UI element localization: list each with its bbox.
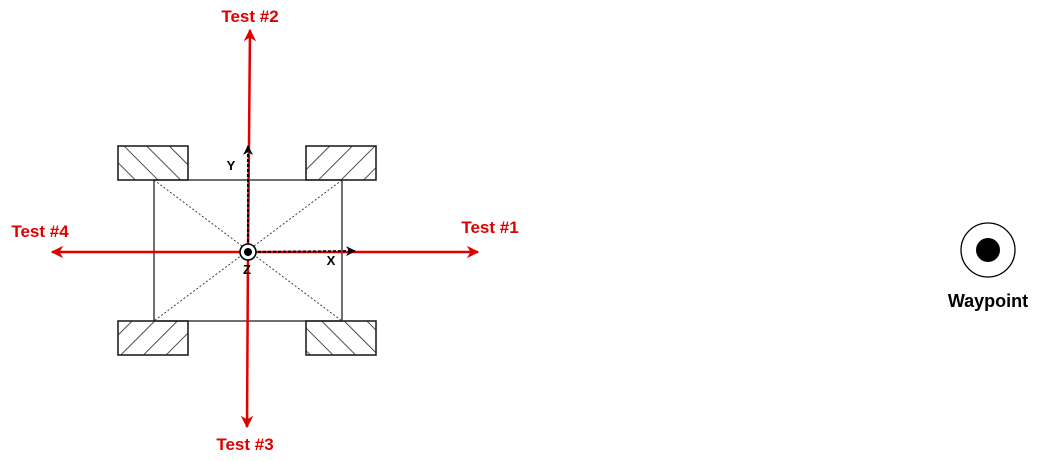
test-2-label: Test #2: [221, 7, 278, 26]
wheel-rear-right: [305, 320, 377, 356]
test-2-arrow: [243, 28, 257, 253]
x-axis-arrow: [247, 246, 356, 257]
coordinate-frame: [239, 145, 356, 261]
wheel-front-left: [117, 145, 189, 181]
wheel-front-right: [305, 145, 377, 181]
y-axis-label: Y: [227, 158, 236, 173]
wheel-rear-left: [117, 320, 189, 356]
z-axis-origin-dot: [244, 248, 252, 256]
test-1-label: Test #1: [461, 218, 518, 237]
test-arrows: [50, 28, 480, 429]
test-3-arrow: [240, 251, 254, 429]
waypoint-center-dot: [976, 238, 1000, 262]
waypoint-marker: [960, 222, 1016, 278]
waypoint-label: Waypoint: [948, 291, 1028, 311]
x-axis-label: X: [327, 253, 336, 268]
test-4-label: Test #4: [11, 222, 69, 241]
robot-chassis: [117, 145, 377, 356]
test-3-label: Test #3: [216, 435, 273, 454]
z-axis-label: Z: [243, 262, 251, 277]
